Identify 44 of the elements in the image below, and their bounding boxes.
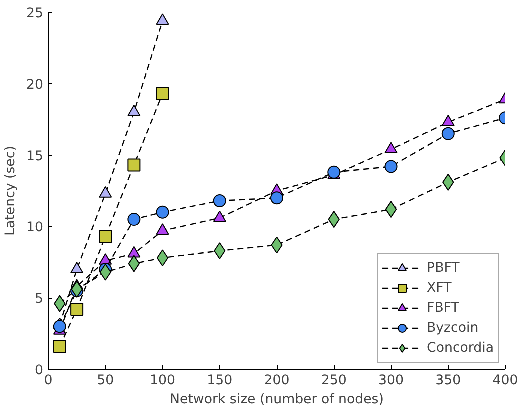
y-tick-label: 0 [35, 364, 44, 378]
x-axis-title: Network size (number of nodes) [170, 392, 384, 408]
y-tick-label: 10 [26, 220, 44, 236]
point [156, 14, 170, 26]
point [53, 320, 66, 334]
x-tick-label: 400 [492, 374, 518, 388]
point [128, 105, 141, 116]
point [156, 206, 170, 219]
y-tick-label: 25 [26, 6, 44, 22]
y-tick-label: 20 [26, 78, 44, 93]
point [213, 210, 226, 222]
y-tick-label: 5 [35, 292, 44, 308]
point [213, 194, 226, 208]
point [156, 250, 169, 267]
legend-label: Byzcoin [427, 320, 479, 336]
y-tick-label: 15 [26, 149, 44, 164]
point [384, 142, 398, 154]
point [128, 158, 141, 172]
point [442, 127, 455, 140]
point [99, 186, 112, 198]
legend-label: XFT [427, 280, 452, 296]
x-tick-label: 250 [321, 374, 347, 388]
point [128, 255, 140, 272]
x-tick-label: 200 [264, 374, 290, 388]
point [70, 303, 84, 316]
x-tick-label: 50 [97, 374, 114, 388]
point [70, 262, 84, 274]
y-axis-title: Latency (sec) [4, 146, 19, 236]
x-tick-label: 150 [207, 374, 233, 388]
point [99, 230, 112, 244]
point [385, 201, 398, 218]
point [270, 192, 284, 205]
legend-label: PBFT [427, 260, 460, 276]
point [384, 160, 398, 174]
x-tick-label: 100 [150, 374, 176, 388]
point [156, 224, 170, 235]
legend-label: FBFT [427, 300, 460, 316]
point [128, 213, 141, 226]
point [53, 340, 66, 354]
point [442, 115, 455, 126]
x-tick-label: 300 [378, 374, 404, 388]
legend-label: Concordia [427, 340, 494, 356]
x-tick-label: 350 [436, 374, 462, 388]
point [156, 87, 170, 100]
